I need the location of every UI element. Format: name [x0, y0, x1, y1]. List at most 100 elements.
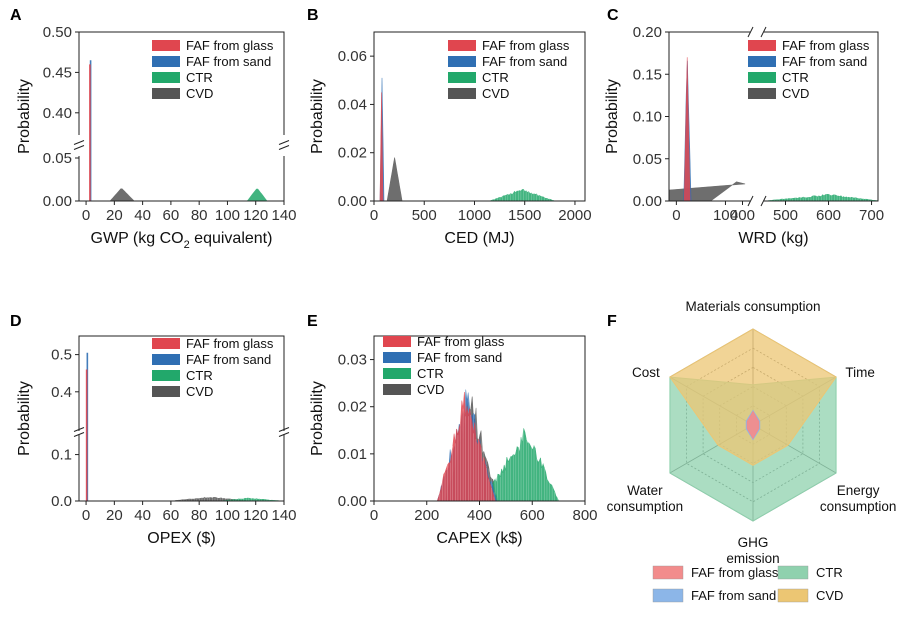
legend-swatch [152, 354, 180, 365]
axis-break-gap [750, 198, 764, 204]
y-tick-label: 0.5 [51, 347, 72, 364]
y-tick-label: 0.00 [338, 193, 367, 210]
series-area [386, 157, 403, 201]
x-tick-label: 60 [163, 507, 180, 524]
legend-label: FAF from sand [482, 54, 567, 69]
y-axis-label: Probability [309, 381, 326, 456]
panel-e: E 0 200 400 600 800 0.00 0.01 0.02 0.03 CAPEX (k$)… [307, 313, 598, 547]
panel-letter: E [307, 313, 318, 330]
radar-axis-label: consumption [820, 499, 897, 514]
legend-swatch [152, 72, 180, 83]
x-tick-label: 1000 [458, 207, 491, 224]
legend-swatch [152, 56, 180, 67]
x-axis-label: CED (MJ) [444, 230, 514, 247]
legend-swatch [152, 88, 180, 99]
legend-swatch [777, 565, 809, 580]
radar-axis-label: emission [726, 551, 779, 566]
x-tick-label: 600 [816, 207, 841, 224]
x-tick-label: 0 [370, 207, 378, 224]
x-tick-label: 80 [191, 507, 208, 524]
legend-label: FAF from glass [691, 565, 779, 580]
radar-axis-label: Time [845, 365, 875, 380]
series-area [489, 188, 555, 201]
legend-swatch [448, 88, 476, 99]
axis-break-mark [73, 427, 85, 432]
legend-label: FAF from glass [417, 334, 505, 349]
x-axis-label-part: GWP (kg CO [91, 230, 184, 247]
legend-label: CTR [482, 70, 509, 85]
y-tick-label: 0.02 [338, 145, 367, 162]
axis-break-mark [278, 140, 290, 145]
axis-break-mark [747, 195, 754, 207]
x-axis-label-part: equivalent) [190, 230, 273, 247]
x-axis-label: OPEX ($) [147, 530, 215, 547]
legend-swatch [152, 40, 180, 51]
axis-break-mark [760, 195, 767, 207]
y-tick-label: 0.50 [43, 24, 72, 41]
x-tick-label: 100 [713, 207, 738, 224]
y-tick-label: 0.05 [43, 150, 72, 167]
legend-label: CVD [417, 382, 444, 397]
legend-swatch [448, 56, 476, 67]
legend-swatch [652, 588, 684, 603]
legend-swatch [383, 384, 411, 395]
x-tick-label: 0 [82, 507, 90, 524]
series-ctr [489, 188, 555, 201]
legend-label: FAF from glass [186, 38, 274, 53]
series-faf-from-glass [379, 92, 384, 201]
panel-d: D 0 20 40 60 80 100 120 140 0.0 0.1 0.4 0.5 OPEX ($) P… [10, 313, 297, 547]
bars [89, 60, 268, 201]
x-tick-label: 20 [106, 207, 123, 224]
radar-axis-label: Water [627, 483, 663, 498]
legend-label: CTR [782, 70, 809, 85]
legend-swatch [152, 386, 180, 397]
y-tick-label: 0.00 [633, 193, 662, 210]
axis-break-mark [73, 140, 85, 145]
y-tick-label: 0.04 [338, 96, 367, 113]
axis-break-mark [278, 145, 290, 150]
axes-frame [78, 335, 285, 502]
x-axis-label: GWP (kg CO2 equivalent) [91, 230, 273, 251]
series-area [246, 188, 268, 201]
series-cvd [109, 188, 135, 201]
y-tick-label: 0.15 [633, 66, 662, 83]
x-tick-label: 140 [271, 507, 296, 524]
legend-swatch [748, 56, 776, 67]
radar-axis-label: GHG [738, 535, 769, 550]
legend-swatch [748, 72, 776, 83]
x-axis-label: CAPEX (k$) [436, 530, 522, 547]
axis-break-gap [76, 135, 82, 156]
y-tick-label: 0.00 [338, 493, 367, 510]
axis-break-mark [73, 432, 85, 437]
y-tick-label: 0.02 [338, 399, 367, 416]
y-axis-label: Probability [309, 79, 326, 154]
axes-frame [373, 31, 586, 202]
legend-label: CVD [816, 588, 843, 603]
legend-label: CTR [816, 565, 843, 580]
legend-label: CTR [186, 368, 213, 383]
radar-axis-label: Materials consumption [685, 299, 820, 314]
x-tick-label: 40 [134, 507, 151, 524]
x-tick-label: 1500 [508, 207, 541, 224]
axes: 0 500 1000 1500 2000 0.00 0.02 0.04 0.06 CED (MJ)… [309, 31, 592, 247]
legend-label: CTR [417, 366, 444, 381]
axis-break-mark [278, 432, 290, 437]
x-tick-label: 80 [191, 207, 208, 224]
series-faf-from-glass [436, 391, 496, 501]
x-tick-label: 120 [243, 507, 268, 524]
legend-label: CVD [482, 86, 509, 101]
radar-labels: Materials consumptionTimeEnergyconsumpti… [607, 299, 897, 566]
axes: 0 200 400 600 800 0.00 0.01 0.02 0.03 CAPEX (k$) P… [309, 335, 598, 547]
legend-label: FAF from glass [782, 38, 870, 53]
series-area [109, 188, 135, 201]
axis-break-mark [73, 145, 85, 150]
panel-b: B 0 500 1000 1500 2000 0.00 0.02 0.04 0.06 CED (MJ… [307, 7, 592, 247]
legend-swatch [152, 338, 180, 349]
radar-legend: FAF from glass CTR FAF from sand CVD [652, 565, 843, 603]
bars [85, 352, 282, 501]
legend-swatch [448, 72, 476, 83]
